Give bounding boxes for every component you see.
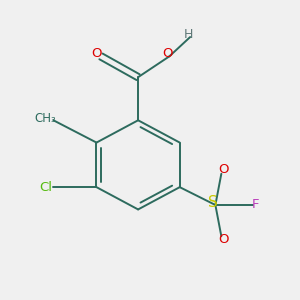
Text: O: O	[218, 163, 229, 176]
Text: F: F	[252, 199, 259, 212]
Text: Cl: Cl	[39, 181, 52, 194]
Text: O: O	[162, 47, 172, 60]
Text: H: H	[184, 28, 193, 41]
Text: O: O	[91, 47, 102, 60]
Text: S: S	[208, 195, 217, 210]
Text: O: O	[218, 233, 229, 246]
Text: CH₃: CH₃	[34, 112, 56, 125]
